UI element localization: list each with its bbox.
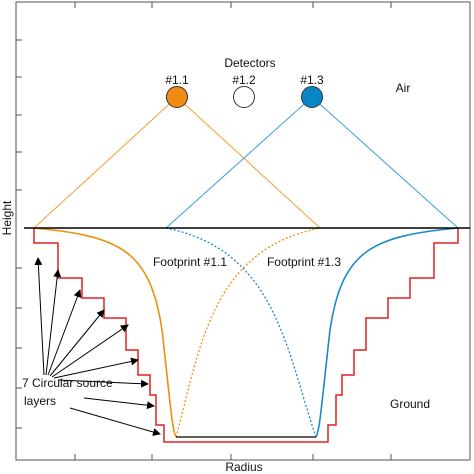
region-label: Ground <box>390 397 430 411</box>
footprint-curves <box>33 227 459 438</box>
y-axis-label: Height <box>0 200 14 235</box>
detector-label: #1.3 <box>300 73 324 87</box>
detector-markers <box>166 86 323 108</box>
detector-label: #1.2 <box>232 73 256 87</box>
x-axis-label: Radius <box>225 460 262 474</box>
source-layers <box>33 228 459 443</box>
source-note: layers <box>24 394 56 408</box>
footprint-label: Footprint #1.3 <box>267 255 341 269</box>
detector-label: #1.1 <box>165 73 189 87</box>
detectors-title: Detectors <box>224 56 275 70</box>
frame <box>15 1 471 461</box>
view-lines <box>33 96 459 229</box>
source-arrows <box>34 257 161 436</box>
region-label: Air <box>396 81 411 95</box>
footprint-label: Footprint #1.1 <box>153 255 227 269</box>
source-note: 7 Circular source <box>22 376 113 390</box>
